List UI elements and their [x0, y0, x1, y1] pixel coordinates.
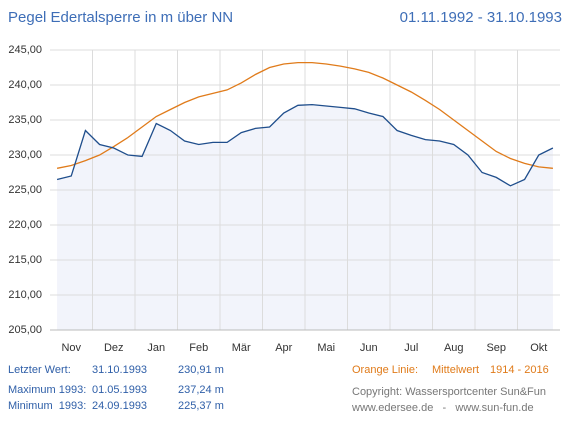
footer-text: Maximum 1993:: [8, 384, 86, 396]
footer-text: 225,37 m: [178, 400, 224, 412]
y-tick-label: 215,00: [8, 254, 42, 266]
x-tick-label: Mär: [232, 342, 251, 354]
x-tick-label: Mai: [317, 342, 335, 354]
footer-text: Orange Linie:: [352, 364, 418, 376]
y-tick-label: 245,00: [8, 44, 42, 56]
x-tick-label: Feb: [189, 342, 208, 354]
series-line: [56, 103, 554, 187]
footer-text: Letzter Wert:: [8, 364, 71, 376]
x-tick-label: Jan: [147, 342, 165, 354]
series-line: [56, 61, 553, 169]
y-tick-label: 230,00: [8, 149, 42, 161]
footer-text: 01.05.1993: [92, 384, 147, 396]
x-tick-label: Aug: [444, 342, 464, 354]
y-tick-label: 220,00: [8, 219, 42, 231]
footer-text: 1914 - 2016: [490, 364, 549, 376]
y-tick-label: 235,00: [8, 114, 42, 126]
y-tick-label: 240,00: [8, 79, 42, 91]
x-tick-label: Okt: [530, 342, 547, 354]
chart-title: Pegel Edertalsperre in m über NN: [8, 9, 233, 26]
y-tick-label: 210,00: [8, 289, 42, 301]
x-tick-label: Dez: [104, 342, 124, 354]
chart-subtitle: 01.11.1992 - 31.10.1993: [400, 9, 562, 26]
y-tick-label: 225,00: [8, 184, 42, 196]
x-tick-label: Nov: [61, 342, 81, 354]
footer-text: Mittelwert: [432, 364, 479, 376]
footer-text: 24.09.1993: [92, 400, 147, 412]
footer-text: Minimum 1993:: [8, 400, 86, 412]
footer-text: Copyright: Wassersportcenter Sun&Fun: [352, 386, 546, 398]
x-tick-label: Sep: [486, 342, 506, 354]
x-tick-label: Apr: [275, 342, 292, 354]
y-tick-label: 205,00: [8, 324, 42, 336]
x-tick-label: Jun: [360, 342, 378, 354]
footer-text: 230,91 m: [178, 364, 224, 376]
footer-text: 237,24 m: [178, 384, 224, 396]
x-tick-label: Jul: [404, 342, 418, 354]
footer-text: www.edersee.de - www.sun-fun.de: [351, 402, 534, 414]
footer-text: 31.10.1993: [92, 364, 147, 376]
